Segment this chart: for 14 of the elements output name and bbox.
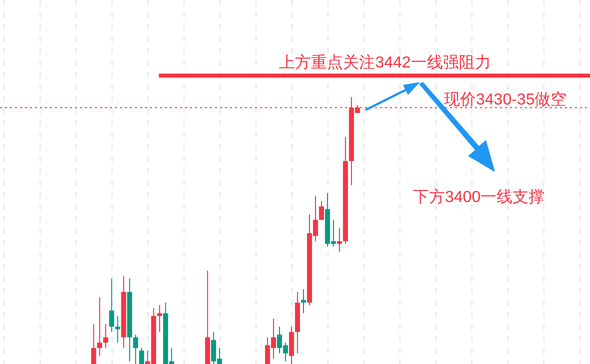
candlestick <box>139 347 144 364</box>
candlestick <box>109 278 114 332</box>
candlestick <box>157 304 162 332</box>
candlestick <box>97 296 102 356</box>
candlestick <box>133 334 138 364</box>
text: 下方3400一线支撑 <box>413 188 545 206</box>
candlestick <box>318 200 324 220</box>
candlestick <box>91 323 96 364</box>
candlestick <box>300 288 306 314</box>
candlestick <box>115 315 120 344</box>
candlestick <box>103 323 108 348</box>
ref-line-label: 现价3430-35做空 <box>444 90 567 109</box>
ref-line-label: 上方重点关注3442一线强阻力 <box>279 54 491 72</box>
candlestick <box>336 227 342 252</box>
